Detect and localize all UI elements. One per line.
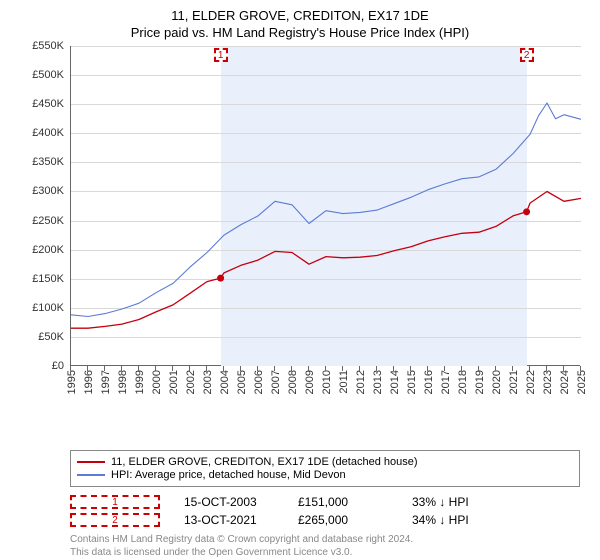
plot-area: 12 — [70, 46, 580, 366]
sale-date: 15-OCT-2003 — [184, 495, 274, 509]
x-tick-label: 2021 — [508, 370, 520, 394]
y-tick-label: £150K — [20, 273, 64, 285]
y-tick-label: £100K — [20, 302, 64, 314]
y-tick-label: £300K — [20, 185, 64, 197]
y-tick-label: £50K — [20, 331, 64, 343]
y-tick-label: £200K — [20, 244, 64, 256]
legend: 11, ELDER GROVE, CREDITON, EX17 1DE (det… — [70, 450, 580, 487]
x-tick-label: 2004 — [219, 370, 231, 394]
x-tick-label: 2018 — [457, 370, 469, 394]
x-tick-label: 2022 — [525, 370, 537, 394]
sale-price: £265,000 — [298, 513, 388, 527]
x-tick-label: 2003 — [202, 370, 214, 394]
x-tick-label: 2017 — [440, 370, 452, 394]
footer-line-1: Contains HM Land Registry data © Crown c… — [70, 533, 580, 546]
x-tick-label: 2020 — [491, 370, 503, 394]
x-tick-label: 2024 — [559, 370, 571, 394]
footer-line-2: This data is licensed under the Open Gov… — [70, 546, 580, 559]
y-tick-label: £400K — [20, 127, 64, 139]
y-tick-label: £250K — [20, 215, 64, 227]
sale-date: 13-OCT-2021 — [184, 513, 274, 527]
y-tick-label: £450K — [20, 98, 64, 110]
legend-hpi-label: HPI: Average price, detached house, Mid … — [111, 469, 346, 481]
swatch-hpi — [77, 474, 105, 476]
x-tick-label: 2002 — [185, 370, 197, 394]
x-tick-label: 1999 — [134, 370, 146, 394]
sale-marker: 2 — [520, 48, 534, 62]
sale-delta: 34% ↓ HPI — [412, 513, 502, 527]
x-tick-label: 1998 — [117, 370, 129, 394]
x-tick-label: 2001 — [168, 370, 180, 394]
sale-marker: 1 — [214, 48, 228, 62]
x-tick-label: 1997 — [100, 370, 112, 394]
x-tick-label: 1995 — [66, 370, 78, 394]
footer: Contains HM Land Registry data © Crown c… — [70, 533, 580, 559]
sale-delta: 33% ↓ HPI — [412, 495, 502, 509]
page-subtitle: Price paid vs. HM Land Registry's House … — [20, 25, 580, 40]
y-tick-label: £500K — [20, 69, 64, 81]
x-tick-label: 2012 — [355, 370, 367, 394]
sale-box: 1 — [70, 495, 160, 509]
x-tick-label: 2014 — [389, 370, 401, 394]
x-tick-label: 2025 — [576, 370, 588, 394]
x-tick-label: 2000 — [151, 370, 163, 394]
legend-property-label: 11, ELDER GROVE, CREDITON, EX17 1DE (det… — [111, 456, 418, 468]
sale-row: 1 15-OCT-2003 £151,000 33% ↓ HPI — [70, 495, 580, 509]
x-tick-label: 2005 — [236, 370, 248, 394]
y-tick-label: £350K — [20, 156, 64, 168]
x-tick-label: 2015 — [406, 370, 418, 394]
page-title: 11, ELDER GROVE, CREDITON, EX17 1DE — [20, 8, 580, 23]
chart-lines — [71, 46, 581, 366]
x-tick-label: 1996 — [83, 370, 95, 394]
x-tick-label: 2016 — [423, 370, 435, 394]
sale-box: 2 — [70, 513, 160, 527]
sale-price: £151,000 — [298, 495, 388, 509]
x-tick-label: 2006 — [253, 370, 265, 394]
x-tick-label: 2007 — [270, 370, 282, 394]
x-tick-label: 2010 — [321, 370, 333, 394]
x-tick-label: 2008 — [287, 370, 299, 394]
y-tick-label: £550K — [20, 40, 64, 52]
x-tick-label: 2019 — [474, 370, 486, 394]
x-tick-label: 2011 — [338, 370, 350, 394]
x-tick-label: 2013 — [372, 370, 384, 394]
swatch-property — [77, 461, 105, 463]
y-tick-label: £0 — [20, 360, 64, 372]
x-tick-label: 2009 — [304, 370, 316, 394]
price-chart: 12 £0£50K£100K£150K£200K£250K£300K£350K£… — [20, 46, 580, 406]
sales-table: 1 15-OCT-2003 £151,000 33% ↓ HPI 2 13-OCT-202… — [70, 495, 580, 527]
x-tick-label: 2023 — [542, 370, 554, 394]
sale-row: 2 13-OCT-2021 £265,000 34% ↓ HPI — [70, 513, 580, 527]
